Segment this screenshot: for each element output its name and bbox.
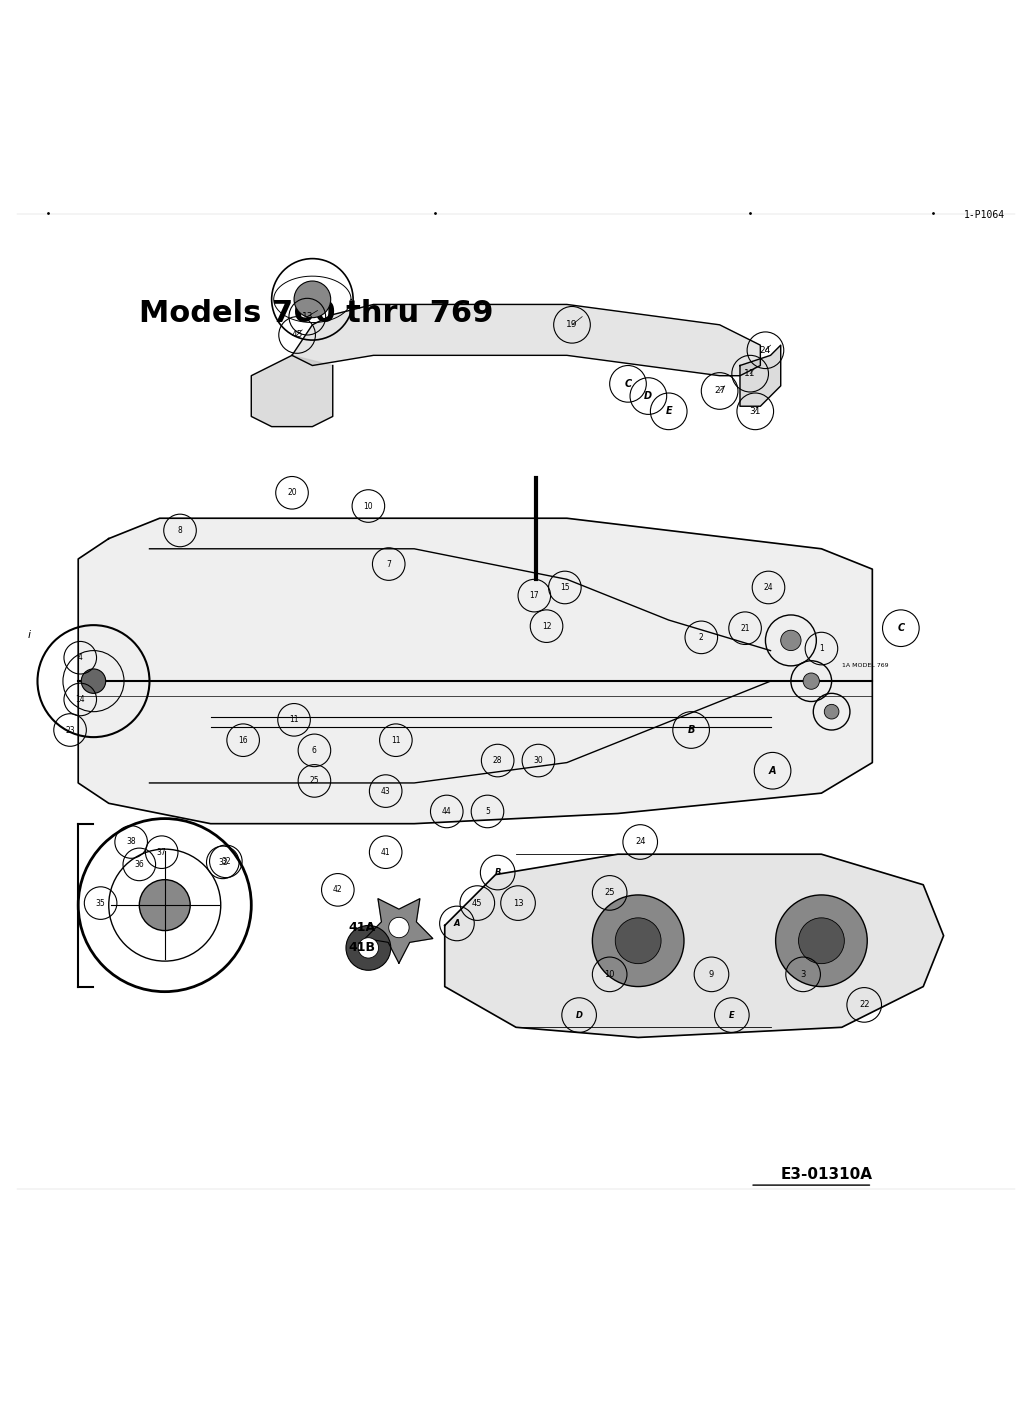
Text: 23: 23 [65,725,75,735]
Text: 25: 25 [310,776,319,786]
Text: 21: 21 [740,624,750,633]
Text: 27: 27 [714,386,725,396]
Text: 11: 11 [744,369,755,379]
Text: B: B [494,868,501,877]
Text: 4: 4 [77,654,83,662]
Text: 25: 25 [605,888,615,898]
Text: C: C [897,623,904,633]
Text: 32: 32 [221,857,230,866]
Text: 1A MODEL 769: 1A MODEL 769 [842,664,889,668]
Text: A: A [454,919,460,927]
Text: 1: 1 [819,644,824,652]
Text: 19: 19 [567,320,578,330]
Text: Models 760 thru 769: Models 760 thru 769 [139,299,493,328]
Text: 8: 8 [178,526,183,535]
Text: 9: 9 [709,969,714,979]
Text: 17: 17 [529,591,539,600]
Text: 12: 12 [542,622,551,631]
Text: D: D [576,1010,583,1020]
Circle shape [803,673,819,689]
Circle shape [592,895,684,986]
Text: 1-P1064: 1-P1064 [964,210,1005,220]
Text: E: E [729,1010,735,1020]
Text: 3: 3 [801,969,806,979]
Text: 36: 36 [134,860,144,868]
Text: 32: 32 [218,857,228,867]
Text: C: C [624,379,632,389]
Text: 24: 24 [635,838,645,846]
Text: i: i [27,630,30,640]
Polygon shape [78,518,872,824]
Text: 22: 22 [859,1000,869,1009]
Text: 2: 2 [699,633,704,641]
Text: 41A: 41A [348,920,376,934]
Circle shape [389,918,409,937]
Text: E3-01310A: E3-01310A [780,1167,872,1183]
Polygon shape [251,355,332,427]
Circle shape [781,630,801,651]
Text: 10: 10 [605,969,615,979]
Text: 28: 28 [493,756,503,765]
Text: 6: 6 [312,746,317,755]
Text: 38: 38 [126,838,136,846]
Circle shape [358,937,379,958]
Circle shape [776,895,867,986]
Text: 15: 15 [560,584,570,592]
Circle shape [294,281,330,317]
Text: 45: 45 [291,331,302,340]
Text: 45: 45 [472,898,483,908]
Circle shape [825,704,839,718]
Text: 5: 5 [485,807,490,817]
Text: 43: 43 [381,787,390,796]
Circle shape [139,880,190,930]
Circle shape [615,918,662,964]
Text: 14: 14 [75,694,85,704]
Text: 41: 41 [381,847,390,857]
Circle shape [799,918,844,964]
Text: 7: 7 [386,560,391,568]
Text: D: D [644,391,652,401]
Text: 13: 13 [301,311,313,321]
Text: 44: 44 [442,807,452,817]
Text: 16: 16 [238,735,248,745]
Text: 11: 11 [391,735,400,745]
Text: 11: 11 [289,716,299,724]
Text: 20: 20 [287,488,297,497]
Text: 24: 24 [760,345,771,355]
Polygon shape [292,304,761,376]
Text: 41B: 41B [348,941,375,954]
Circle shape [346,926,391,971]
Text: E: E [666,407,672,417]
Text: 42: 42 [333,885,343,894]
Text: 30: 30 [534,756,543,765]
Circle shape [82,669,105,693]
Polygon shape [365,899,432,962]
Text: A: A [769,766,776,776]
Text: 37: 37 [157,847,166,857]
Text: B: B [687,725,695,735]
Polygon shape [740,345,781,407]
Polygon shape [445,854,943,1037]
Text: 35: 35 [96,898,105,908]
Text: 13: 13 [513,898,523,908]
Text: 10: 10 [363,501,374,511]
Text: 24: 24 [764,584,773,592]
Text: 31: 31 [749,407,761,415]
